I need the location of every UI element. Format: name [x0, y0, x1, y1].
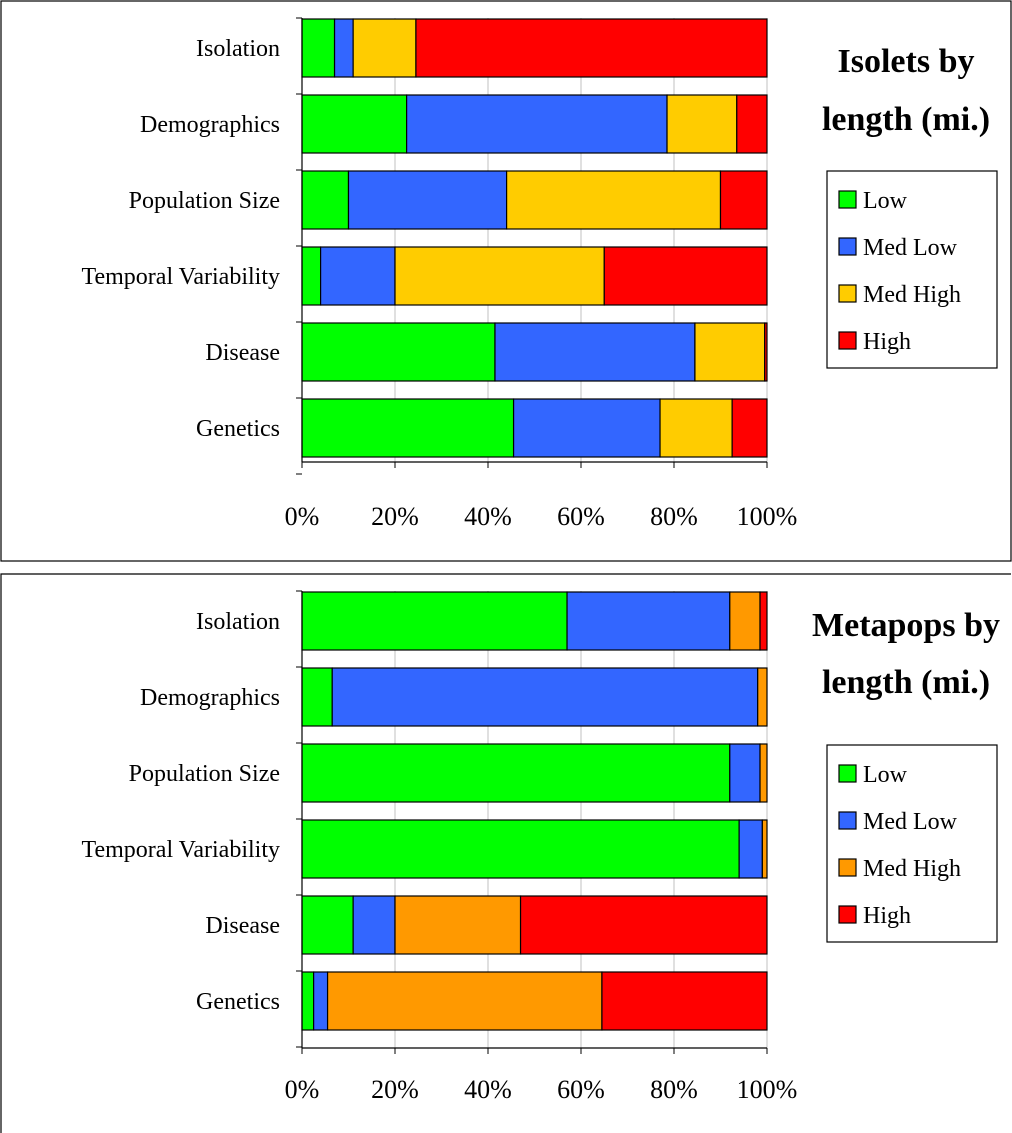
- bar-segment-isolation-low: [301, 18, 336, 78]
- bar-segment-population-size-low: [301, 170, 350, 230]
- bar-segment-isolation-med-low: [333, 18, 354, 78]
- legend-label-med-high: Med High: [863, 282, 961, 308]
- legend-label-low: Low: [863, 188, 908, 214]
- bar-segment-genetics-med-high: [659, 398, 733, 458]
- bar-segment-demographics-high: [736, 94, 768, 154]
- category-label: Population Size: [129, 188, 280, 214]
- bar-segment-isolation-med-low: [566, 591, 731, 651]
- metapops-chart: Isolation Demographics Population Size Temp…: [0, 573, 1011, 1133]
- category-label: Isolation: [196, 36, 280, 62]
- bar-segment-isolation-med-high: [729, 591, 761, 651]
- bar-segment-population-size-low: [301, 743, 731, 803]
- legend-label-high: High: [863, 329, 911, 355]
- x-tick-label: 20%: [371, 1075, 419, 1104]
- x-tick-label: 20%: [371, 502, 419, 531]
- bar-segment-temporal-variability-med-low: [320, 246, 396, 306]
- legend-label-high: High: [863, 903, 911, 929]
- bar-segment-disease-med-high: [694, 322, 766, 382]
- chart-panel-metapops: Isolation Demographics Population Size Temp…: [0, 573, 1012, 1133]
- bar-segment-temporal-variability-low: [301, 246, 322, 306]
- bar-segment-demographics-low: [301, 94, 408, 154]
- bar-segment-population-size-high: [719, 170, 768, 230]
- bar-segment-disease-high: [764, 322, 768, 382]
- bar-segment-population-size-med-high: [506, 170, 722, 230]
- x-tick-label: 80%: [650, 1075, 698, 1104]
- legend-swatch-med-low: [838, 811, 857, 830]
- bar-segment-temporal-variability-med-low: [738, 819, 763, 879]
- x-tick-label: 100%: [737, 502, 798, 531]
- bar-segment-disease-med-low: [494, 322, 696, 382]
- bar-segment-genetics-high: [731, 398, 768, 458]
- x-tick-label: 0%: [285, 1075, 320, 1104]
- x-tick-label: 60%: [557, 1075, 605, 1104]
- category-label: Demographics: [140, 112, 280, 138]
- category-label: Population Size: [129, 761, 280, 787]
- bar-segment-isolation-low: [301, 591, 568, 651]
- bar-segment-disease-low: [301, 895, 354, 955]
- bar-segment-temporal-variability-med-high: [394, 246, 605, 306]
- bar-segment-population-size-med-low: [729, 743, 761, 803]
- x-tick-label: 40%: [464, 1075, 512, 1104]
- bar-segment-demographics-med-high: [757, 667, 768, 727]
- bar-segment-isolation-high: [415, 18, 768, 78]
- legend-swatch-med-high: [838, 858, 857, 877]
- category-label: Disease: [205, 340, 280, 366]
- legend-swatch-high: [838, 331, 857, 350]
- bar-segment-temporal-variability-high: [603, 246, 768, 306]
- legend-swatch-high: [838, 905, 857, 924]
- category-label: Disease: [205, 913, 280, 939]
- bar-segment-genetics-med-low: [512, 398, 661, 458]
- bar-segment-temporal-variability-low: [301, 819, 740, 879]
- bar-segment-demographics-med-low: [406, 94, 668, 154]
- bar-segment-isolation-high: [759, 591, 768, 651]
- chart-title: Isolets by: [838, 43, 975, 80]
- legend-label-med-low: Med Low: [863, 235, 958, 261]
- legend-label-low: Low: [863, 762, 908, 788]
- legend-label-med-low: Med Low: [863, 809, 958, 835]
- legend-swatch-low: [838, 764, 857, 783]
- bar-segment-population-size-med-low: [347, 170, 508, 230]
- bar-segment-isolation-med-high: [352, 18, 417, 78]
- x-tick-label: 80%: [650, 502, 698, 531]
- bar-segment-genetics-med-high: [326, 971, 603, 1031]
- category-label: Demographics: [140, 685, 280, 711]
- bar-segment-genetics-med-low: [313, 971, 329, 1031]
- x-tick-label: 60%: [557, 502, 605, 531]
- bar-segment-disease-med-high: [394, 895, 522, 955]
- category-label: Genetics: [196, 416, 280, 442]
- category-label: Genetics: [196, 989, 280, 1015]
- legend-label-med-high: Med High: [863, 856, 961, 882]
- chart-frame: [0, 0, 1012, 562]
- bar-segment-temporal-variability-med-high: [761, 819, 768, 879]
- bar-segment-disease-med-low: [352, 895, 396, 955]
- bar-segment-genetics-high: [601, 971, 768, 1031]
- chart-panel-isolets: Isolation Demographics Population Size Temp…: [0, 0, 1012, 563]
- chart-title: length (mi.): [822, 664, 990, 701]
- bar-segment-demographics-med-low: [331, 667, 759, 727]
- category-label: Isolation: [196, 609, 280, 635]
- legend-swatch-med-low: [838, 237, 857, 256]
- bar-segment-disease-high: [519, 895, 768, 955]
- chart-frame: [0, 573, 1011, 1133]
- bar-segment-demographics-med-high: [666, 94, 738, 154]
- chart-title: Metapops by: [812, 607, 1000, 644]
- bar-segment-disease-low: [301, 322, 496, 382]
- bar-segment-genetics-low: [301, 398, 515, 458]
- bar-segment-population-size-med-high: [759, 743, 768, 803]
- isolets-chart: Isolation Demographics Population Size Temp…: [0, 0, 1012, 562]
- bar-segment-demographics-low: [301, 667, 333, 727]
- x-tick-label: 0%: [285, 502, 320, 531]
- legend-swatch-low: [838, 190, 857, 209]
- bar-segment-genetics-low: [301, 971, 315, 1031]
- category-label: Temporal Variability: [82, 837, 281, 863]
- legend-swatch-med-high: [838, 284, 857, 303]
- x-tick-label: 40%: [464, 502, 512, 531]
- chart-title: length (mi.): [822, 101, 990, 138]
- category-label: Temporal Variability: [82, 264, 281, 290]
- x-tick-label: 100%: [737, 1075, 798, 1104]
